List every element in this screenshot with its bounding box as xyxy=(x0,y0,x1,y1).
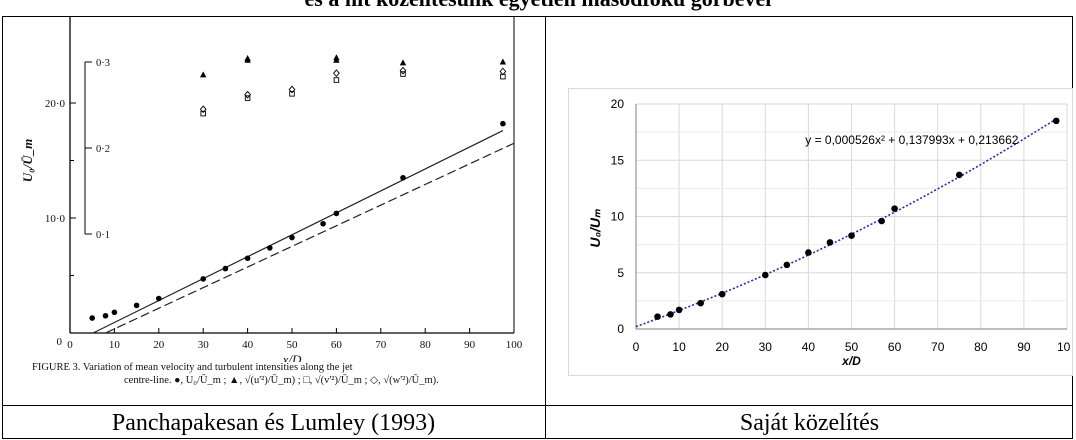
x-tick-label: 60 xyxy=(331,339,343,351)
y-axis-label: U₀/Ū_m xyxy=(20,139,35,183)
data-point xyxy=(805,249,812,256)
fit-line-solid xyxy=(92,130,504,334)
right-caption: Saját közelítés xyxy=(739,410,880,436)
mean-velocity-point xyxy=(400,174,406,181)
mean-velocity-point xyxy=(500,120,506,127)
x-tick-label: 40 xyxy=(242,339,254,351)
y-axis-label: U₀/Uₘ xyxy=(587,208,603,248)
v-intensity-point xyxy=(244,95,251,101)
w-intensity-point xyxy=(499,67,507,76)
x-tick-label: 10 xyxy=(672,340,686,354)
right-chart-frame xyxy=(568,88,1073,376)
table-row-divider xyxy=(2,405,1073,406)
left-figure-caption-line2: centre-line. ●, U₀/Ū_m ; ▲, √(u'²)/Ū_m) … xyxy=(124,375,439,386)
x-tick-label: 40 xyxy=(802,340,816,354)
y-tick-label: 20 xyxy=(611,97,625,111)
table-column-divider xyxy=(545,16,546,439)
v-intensity-point xyxy=(289,91,295,97)
data-point xyxy=(878,217,885,225)
data-point xyxy=(675,306,683,314)
y-tick-label: 0 xyxy=(617,322,624,336)
y-tick-label: 10 xyxy=(611,210,625,224)
x-tick-label: 60 xyxy=(888,340,902,354)
x-tick-label: 0 xyxy=(67,339,73,351)
x-tick-label: 20 xyxy=(153,339,165,351)
y-tick-label: 15 xyxy=(611,153,625,167)
u-intensity-point xyxy=(200,71,207,78)
w-intensity-point xyxy=(399,66,407,75)
mean-velocity-point xyxy=(200,276,206,282)
x-tick-label: 30 xyxy=(759,340,773,354)
x-tick-label: 30 xyxy=(198,339,210,351)
w-intensity-point xyxy=(244,90,251,99)
u-intensity-point xyxy=(399,59,407,66)
v-intensity-point xyxy=(200,110,206,117)
origin-label: 0 xyxy=(57,336,63,348)
x-tick-label: 70 xyxy=(931,340,945,354)
secondary-tick-label: 0·1 xyxy=(96,230,110,241)
w-intensity-point xyxy=(199,105,207,114)
mean-velocity-point xyxy=(222,265,229,272)
left-caption: Panchapakesan és Lumley (1993) xyxy=(111,410,436,436)
left-figure-caption: FIGURE 3. Variation of mean velocity and… xyxy=(32,361,542,387)
data-point xyxy=(667,311,674,318)
fit-line-dashed xyxy=(105,142,515,334)
data-point xyxy=(955,171,963,179)
v-intensity-point xyxy=(333,77,340,83)
data-point xyxy=(697,299,704,307)
y-tick-label: 20·0 xyxy=(45,98,66,110)
w-intensity-point xyxy=(288,85,296,94)
secondary-tick-label: 0·3 xyxy=(96,58,110,69)
data-point xyxy=(848,232,855,239)
mean-velocity-point xyxy=(333,210,340,217)
x-tick-label: 50 xyxy=(287,339,299,351)
v-intensity-point xyxy=(400,71,406,77)
u-intensity-point xyxy=(499,58,507,65)
mean-velocity-point xyxy=(267,245,273,251)
mean-velocity-point xyxy=(320,220,326,227)
y-tick-label: 5 xyxy=(617,266,624,280)
x-tick-label: 80 xyxy=(974,340,988,354)
mean-velocity-point xyxy=(102,312,109,319)
x-tick-label: 90 xyxy=(1017,340,1031,354)
x-tick-label: 100 xyxy=(1057,340,1070,354)
mean-velocity-point xyxy=(133,302,140,309)
x-tick-label: 100 xyxy=(506,339,523,351)
x-tick-label: 70 xyxy=(375,339,387,351)
right-chart: 0 10 20 30 40 50 60 70 80 90 100 0 5 10 15 20 x/D U₀/Uₘ y … xyxy=(587,97,1070,368)
u-intensity-point xyxy=(333,54,340,61)
x-axis-label: x/D xyxy=(841,354,861,368)
mean-velocity-point xyxy=(111,309,118,316)
left-figure-caption-line1: FIGURE 3. Variation of mean velocity and… xyxy=(32,362,353,373)
data-point xyxy=(654,313,661,320)
x-tick-label: 10 xyxy=(109,339,121,351)
x-tick-label: 80 xyxy=(420,339,432,351)
data-point xyxy=(891,205,898,212)
x-tick-label: 90 xyxy=(464,339,476,351)
x-axis-label: x/D xyxy=(282,352,302,362)
trendline-equation: y = 0,000526x² + 0,137993x + 0,213662 xyxy=(805,133,1019,147)
mean-velocity-point xyxy=(156,295,162,302)
mean-velocity-point xyxy=(289,234,295,241)
data-point xyxy=(1052,117,1060,125)
x-tick-label: 20 xyxy=(716,340,730,354)
data-point xyxy=(783,261,791,269)
data-point xyxy=(762,271,769,279)
trendline-curve xyxy=(635,116,1059,328)
mean-velocity-point xyxy=(89,315,95,321)
data-point xyxy=(718,290,726,298)
secondary-tick-label: 0·2 xyxy=(96,144,110,155)
x-tick-label: 50 xyxy=(845,340,859,354)
mean-velocity-point xyxy=(244,255,251,262)
x-tick-label: 0 xyxy=(633,340,640,354)
left-chart: 0 10 20 30 40 50 60 70 80 90 100 x/D 10·0 20·0 U₀/Ū_m 0… xyxy=(20,17,523,362)
data-point xyxy=(826,239,834,246)
u-intensity-point xyxy=(244,55,251,62)
w-intensity-point xyxy=(333,69,340,78)
page-title: és a hit közelítésunk egyetlen másodfokú… xyxy=(0,0,1076,12)
y-tick-label: 10·0 xyxy=(45,213,66,225)
